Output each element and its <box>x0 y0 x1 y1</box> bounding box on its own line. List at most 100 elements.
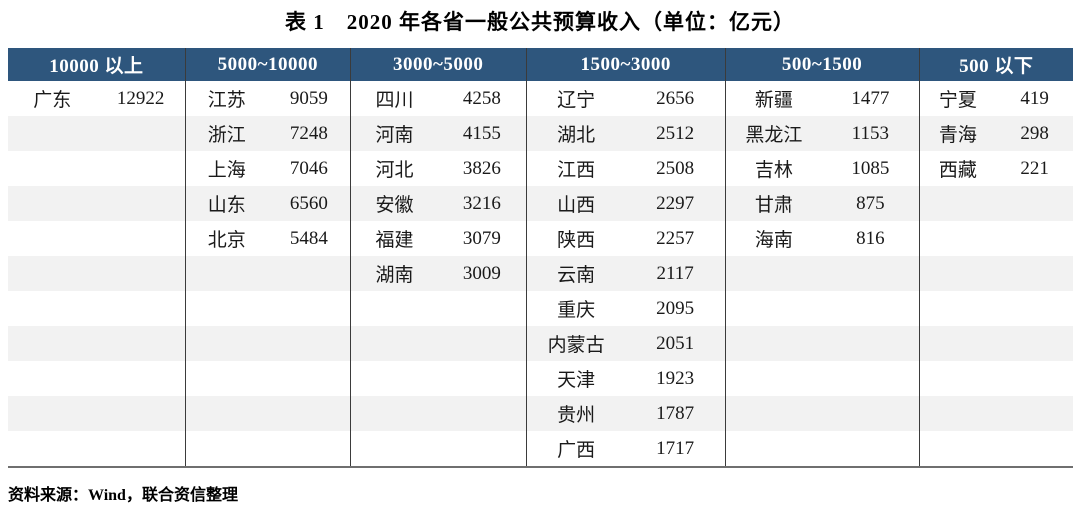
table-row <box>8 326 185 361</box>
table-row: 福建 3079 <box>351 221 526 256</box>
revenue-value: 1787 <box>656 402 695 424</box>
province-name: 福建 <box>375 230 414 251</box>
table-row <box>8 116 185 151</box>
revenue-value: 3826 <box>462 157 501 179</box>
revenue-value: 9059 <box>289 87 328 109</box>
province-name: 湖南 <box>375 265 414 286</box>
revenue-value: 1085 <box>851 157 890 179</box>
table-row: 甘肃 875 <box>725 186 919 221</box>
column-header: 10000 以上 <box>8 48 185 81</box>
table-row <box>920 431 1073 466</box>
revenue-value: 2508 <box>656 157 695 179</box>
province-name: 河北 <box>375 160 414 181</box>
table-row <box>725 326 919 361</box>
revenue-value: 2512 <box>656 122 695 144</box>
revenue-value: 221 <box>1020 157 1049 179</box>
revenue-value: 2656 <box>656 87 695 109</box>
table-row <box>919 396 1073 431</box>
table-row: 广东 12922 <box>8 81 185 116</box>
province-name: 甘肃 <box>754 195 793 216</box>
table-row: 贵州 1787 <box>526 396 725 431</box>
column-header: 1500~3000 <box>526 48 725 81</box>
column-header: 5000~10000 <box>185 48 350 81</box>
table-row: 青海 298 <box>919 116 1073 151</box>
bracket-column-3: 3000~5000 四川 4258 河南 4155 河北 3826 安徽 3216 福建 3079 湖… <box>349 48 526 466</box>
province-name: 河南 <box>375 125 414 146</box>
table-row: 天津 1923 <box>527 361 725 396</box>
table-row <box>920 361 1073 396</box>
table-row: 内蒙古 2051 <box>526 326 725 361</box>
province-name: 上海 <box>207 160 246 181</box>
table-row: 江西 2508 <box>527 151 725 186</box>
table-row: 山西 2297 <box>526 186 725 221</box>
table-row <box>351 361 526 396</box>
province-name: 陕西 <box>557 230 596 251</box>
table-row <box>726 431 919 466</box>
province-name: 云南 <box>557 265 596 286</box>
province-name: 江西 <box>557 160 596 181</box>
table-row <box>920 291 1073 326</box>
revenue-value: 875 <box>856 192 885 214</box>
table-row: 广西 1717 <box>527 431 725 466</box>
table-row: 西藏 221 <box>920 151 1073 186</box>
revenue-value: 2257 <box>656 227 695 249</box>
revenue-value: 816 <box>856 227 885 249</box>
revenue-value: 4258 <box>462 87 501 109</box>
table-row: 浙江 7248 <box>185 116 350 151</box>
province-name: 海南 <box>754 230 793 251</box>
table-row: 重庆 2095 <box>527 291 725 326</box>
province-name: 黑龙江 <box>745 125 803 146</box>
province-name: 广西 <box>557 440 596 461</box>
province-name: 浙江 <box>207 125 246 146</box>
table-row <box>185 256 350 291</box>
revenue-value: 2051 <box>656 332 695 354</box>
table-row: 河北 3826 <box>351 151 526 186</box>
province-name: 重庆 <box>557 300 596 321</box>
province-name: 内蒙古 <box>547 335 605 356</box>
province-name: 宁夏 <box>938 90 977 111</box>
revenue-value: 2297 <box>656 192 695 214</box>
page-title: 表 1 2020 年各省一般公共预算收入（单位：亿元） <box>285 10 795 34</box>
table-row <box>351 291 526 326</box>
table-row <box>8 361 185 396</box>
province-name: 山西 <box>557 195 596 216</box>
table-row <box>351 431 526 466</box>
table-row: 四川 4258 <box>351 81 526 116</box>
revenue-value: 7046 <box>289 157 328 179</box>
table-row <box>920 221 1073 256</box>
revenue-value: 1923 <box>656 367 695 389</box>
revenue-value: 4155 <box>462 122 501 144</box>
province-name: 江苏 <box>207 90 246 111</box>
table-row <box>919 186 1073 221</box>
table-row: 湖北 2512 <box>526 116 725 151</box>
table-row <box>919 326 1073 361</box>
column-header: 500~1500 <box>725 48 919 81</box>
table-row <box>726 361 919 396</box>
revenue-value: 3079 <box>462 227 501 249</box>
table-row: 陕西 2257 <box>527 221 725 256</box>
table-row: 新疆 1477 <box>726 81 919 116</box>
province-name: 广东 <box>33 90 72 111</box>
table-row <box>185 326 350 361</box>
revenue-value: 298 <box>1020 122 1049 144</box>
province-name: 青海 <box>938 125 977 146</box>
province-name: 天津 <box>557 370 596 391</box>
bracket-column-6: 500 以下 宁夏 419 青海 298 西藏 221 <box>918 48 1073 466</box>
province-name: 安徽 <box>375 195 414 216</box>
province-name: 山东 <box>207 195 246 216</box>
table-row: 山东 6560 <box>185 186 350 221</box>
table-row: 宁夏 419 <box>920 81 1073 116</box>
revenue-value: 7248 <box>289 122 328 144</box>
revenue-value: 12922 <box>116 87 165 109</box>
column-header: 3000~5000 <box>350 48 526 81</box>
table-row <box>186 431 350 466</box>
table-row <box>726 291 919 326</box>
table-row: 吉林 1085 <box>726 151 919 186</box>
table-row <box>8 431 185 466</box>
table-row: 江苏 9059 <box>186 81 350 116</box>
table-row <box>185 396 350 431</box>
province-name: 新疆 <box>754 90 793 111</box>
revenue-value: 5484 <box>289 227 328 249</box>
table-row <box>919 256 1073 291</box>
table-row <box>8 291 185 326</box>
